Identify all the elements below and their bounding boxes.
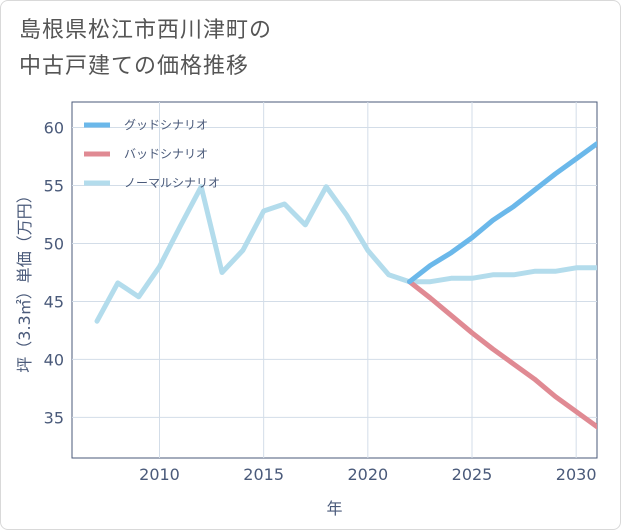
legend-label-0: グッドシナリオ bbox=[124, 118, 208, 132]
legend-label-2: ノーマルシナリオ bbox=[124, 176, 220, 190]
x-tick-label: 2025 bbox=[452, 465, 493, 484]
series-line-2 bbox=[94, 184, 597, 324]
y-tick-label: 40 bbox=[44, 350, 64, 369]
y-axis-title: 坪（3.3㎡）単価（万円） bbox=[15, 187, 34, 372]
legend-label-1: バッドシナリオ bbox=[124, 147, 208, 161]
x-tick-label: 2030 bbox=[556, 465, 597, 484]
y-tick-label: 55 bbox=[44, 176, 64, 195]
chart-title-line-2: 中古戸建ての価格推移 bbox=[19, 54, 250, 79]
y-tick-label: 35 bbox=[44, 408, 64, 427]
x-tick-label: 2020 bbox=[347, 465, 388, 484]
x-tick-label: 2015 bbox=[243, 465, 284, 484]
chart-title-line-1: 島根県松江市西川津町の bbox=[19, 18, 273, 43]
y-tick-label: 60 bbox=[44, 119, 64, 138]
series-lines bbox=[94, 141, 597, 430]
series-line-1 bbox=[407, 279, 597, 430]
y-tick-label: 45 bbox=[44, 292, 64, 311]
chart-title: 島根県松江市西川津町の 中古戸建ての価格推移 bbox=[19, 13, 272, 85]
tick-labels: 35 40 45 50 55 60 2010 2015 2020 2025 2030 bbox=[44, 119, 597, 484]
y-tick-label: 50 bbox=[44, 234, 64, 253]
series-line-0 bbox=[407, 141, 597, 285]
x-axis-title: 年 bbox=[326, 499, 342, 518]
x-tick-label: 2010 bbox=[139, 465, 180, 484]
